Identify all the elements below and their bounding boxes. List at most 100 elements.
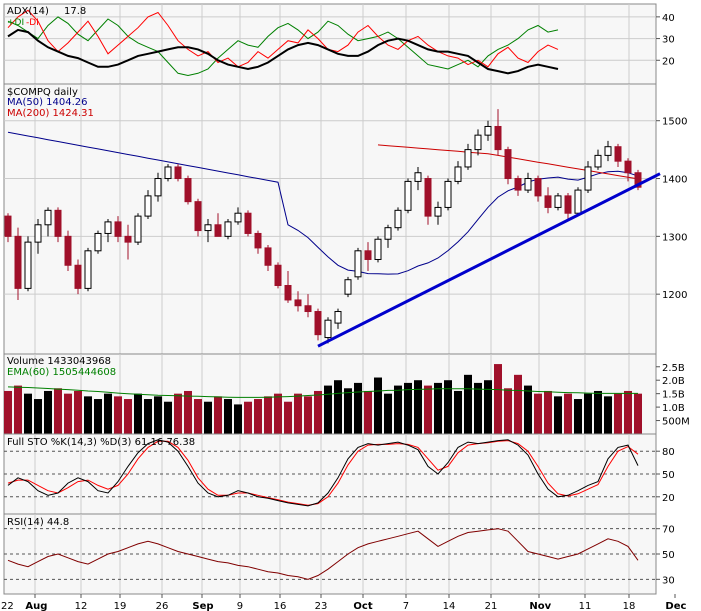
candle-up [24, 241, 32, 289]
volume-bar [164, 401, 172, 434]
x-tick-label: 16 [274, 601, 287, 611]
candle-up [44, 209, 52, 226]
candle-up [154, 178, 162, 197]
adx-line [7, 28, 559, 75]
support-trendline [317, 172, 661, 348]
ma50-label: MA(50) 1404.26 [7, 97, 88, 108]
volume-bar [254, 399, 262, 434]
volume-bar [274, 393, 282, 434]
candle-up [94, 232, 102, 252]
candle-up [144, 195, 152, 217]
candle-up [354, 250, 362, 278]
volume-bar [574, 399, 582, 434]
y-tick-label: 500M [662, 417, 690, 428]
volume-bar [94, 399, 102, 434]
volume-panel: 2.5B 2.0B 1.5B 1.0B 500M Volume 1433043968 E… [3, 353, 690, 435]
volume-bar [504, 388, 512, 434]
y-tick-label: 1.0B [662, 403, 685, 414]
volume-bar [364, 390, 372, 434]
volume-bar [374, 377, 382, 434]
volume-bar [4, 390, 12, 434]
y-tick-label: 1200 [662, 290, 687, 301]
x-tick-label: Aug [25, 601, 47, 611]
volume-bar [544, 390, 552, 434]
candle-down [194, 201, 202, 232]
stochastic-k-line [7, 439, 639, 507]
y-tick-label: 1.5B [662, 390, 685, 401]
volume-bar [384, 393, 392, 434]
x-tick-label: 18 [623, 601, 636, 611]
volume-bar [444, 380, 452, 434]
volume-bar [464, 374, 472, 434]
volume-bar [314, 390, 322, 434]
candle-up [454, 166, 462, 182]
rsi-panel: 70 50 30 RSI(14) 44.8 [3, 513, 675, 595]
volume-bar [524, 385, 532, 434]
candle-down [514, 178, 522, 191]
candle-down [244, 212, 252, 234]
x-tick-label: Sep [192, 601, 213, 611]
candle-up [134, 215, 142, 243]
candle-up [574, 189, 582, 214]
x-tick-label: Nov [529, 601, 551, 611]
candle-up [584, 166, 592, 191]
volume-bar [534, 393, 542, 434]
x-tick-label: 26 [156, 601, 169, 611]
candle-down [64, 235, 72, 266]
candle-down [614, 146, 622, 162]
x-tick-label: Dec [665, 601, 686, 611]
volume-bar [354, 382, 362, 434]
candle-up [404, 180, 412, 211]
adx-value: 17.8 [64, 6, 86, 17]
candle-up [394, 209, 402, 229]
rsi-line [7, 528, 639, 580]
x-tick-label: 11 [579, 601, 592, 611]
candle-down [534, 178, 542, 197]
y-tick-label: 1500 [662, 117, 687, 128]
candle-down [314, 311, 322, 336]
y-tick-label: 2.5B [662, 363, 685, 374]
candle-down [184, 178, 192, 203]
candle-down [544, 195, 552, 208]
candle-down [264, 247, 272, 266]
stochastic-label: Full STO %K(14,3) %D(3) 61.16 76.38 [7, 437, 195, 448]
candle-down [14, 235, 22, 289]
candle-down [494, 125, 502, 151]
symbol-label: $COMPQ daily [7, 87, 78, 98]
volume-ema-line [7, 386, 638, 398]
candle-up [434, 206, 442, 217]
volume-bar [564, 393, 572, 434]
candle-up [484, 125, 492, 136]
x-tick-label: 12 [75, 601, 88, 611]
volume-bar [424, 385, 432, 434]
volume-bar [244, 401, 252, 434]
volume-bar [494, 364, 502, 434]
adx-panel: 40 30 20 ADX(14) 17.8 +DI -DI [3, 3, 675, 85]
candle-up [604, 146, 612, 156]
adx-label: ADX(14) [7, 6, 49, 17]
volume-bar [234, 404, 242, 434]
minus-di-legend: -DI [26, 18, 39, 28]
ema-label: EMA(60) 1505444608 [7, 367, 116, 378]
volume-bar [84, 396, 92, 434]
price-panel-frame [3, 83, 657, 355]
candle-up [464, 149, 472, 168]
candle-down [564, 195, 572, 214]
volume-bar [454, 390, 462, 434]
volume-bar [414, 380, 422, 434]
candle-up [324, 319, 332, 339]
volume-bar [514, 374, 522, 434]
volume-bar [474, 382, 482, 434]
volume-bar [184, 390, 192, 434]
candle-up [344, 279, 352, 295]
y-tick-label: 2.0B [662, 376, 685, 387]
y-tick-label: 80 [662, 447, 675, 458]
volume-bar [154, 396, 162, 434]
candle-down [254, 232, 262, 249]
volume-bar [594, 390, 602, 434]
x-tick-label: 19 [114, 601, 127, 611]
volume-bar [214, 396, 222, 434]
candle-up [164, 166, 172, 180]
volume-bar [294, 393, 302, 434]
